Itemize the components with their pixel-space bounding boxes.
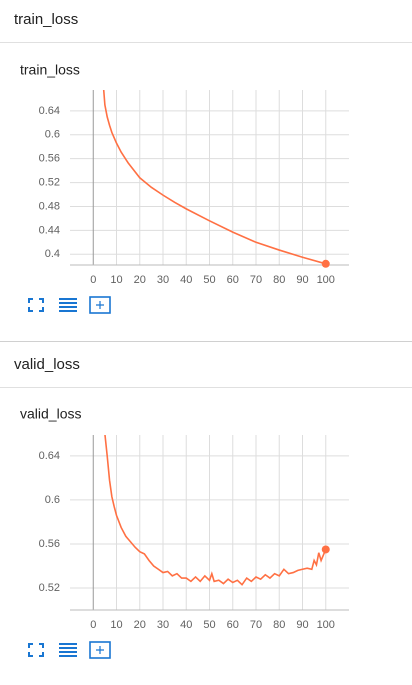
- last-point: [321, 259, 330, 268]
- expand-icon: [28, 298, 44, 312]
- y-tick-label: 0.56: [39, 153, 60, 165]
- x-tick-label: 20: [134, 274, 146, 286]
- fit-icon-arrows: [96, 301, 104, 309]
- fit-icon: [89, 296, 111, 314]
- section-title: train_loss: [14, 11, 78, 28]
- y-tick-label: 0.64: [39, 450, 60, 462]
- chart-title: train_loss: [20, 62, 80, 78]
- chart-title: valid_loss: [20, 406, 81, 422]
- x-tick-label: 80: [273, 619, 285, 631]
- y-tick-label: 0.6: [45, 494, 60, 506]
- x-tick-label: 10: [110, 274, 122, 286]
- y-tick-label: 0.48: [39, 200, 60, 212]
- x-tick-label: 10: [110, 619, 122, 631]
- toolbar: [28, 296, 111, 659]
- y-tick-label: 0.4: [45, 248, 60, 260]
- x-tick-label: 70: [250, 619, 262, 631]
- x-tick-label: 70: [250, 274, 262, 286]
- x-tick-label: 100: [317, 274, 335, 286]
- last-point: [321, 545, 330, 554]
- x-tick-label: 20: [134, 619, 146, 631]
- x-tick-label: 60: [227, 619, 239, 631]
- x-tick-label: 60: [227, 274, 239, 286]
- expand-icon: [28, 643, 44, 657]
- fit-icon: [89, 641, 111, 659]
- x-tick-label: 30: [157, 619, 169, 631]
- x-tick-label: 90: [296, 619, 308, 631]
- line: [104, 435, 327, 586]
- y-tick-label: 0.56: [39, 538, 60, 550]
- fit-icon-arrows: [96, 646, 104, 654]
- x-tick-label: 30: [157, 274, 169, 286]
- x-tick-label: 80: [273, 274, 285, 286]
- y-tick-label: 0.44: [39, 224, 60, 236]
- y-tick-label: 0.52: [39, 582, 60, 594]
- section-title: valid_loss: [14, 356, 80, 373]
- x-tick-label: 0: [90, 274, 96, 286]
- x-tick-label: 90: [296, 274, 308, 286]
- y-tick-label: 0.64: [39, 105, 60, 117]
- y-tick-label: 0.52: [39, 176, 60, 188]
- x-tick-label: 40: [180, 274, 192, 286]
- line: [102, 90, 326, 265]
- y-tick-label: 0.6: [45, 129, 60, 141]
- x-tick-label: 100: [317, 619, 335, 631]
- x-tick-label: 50: [203, 619, 215, 631]
- x-tick-label: 0: [90, 619, 96, 631]
- x-tick-label: 40: [180, 619, 192, 631]
- x-tick-label: 50: [203, 274, 215, 286]
